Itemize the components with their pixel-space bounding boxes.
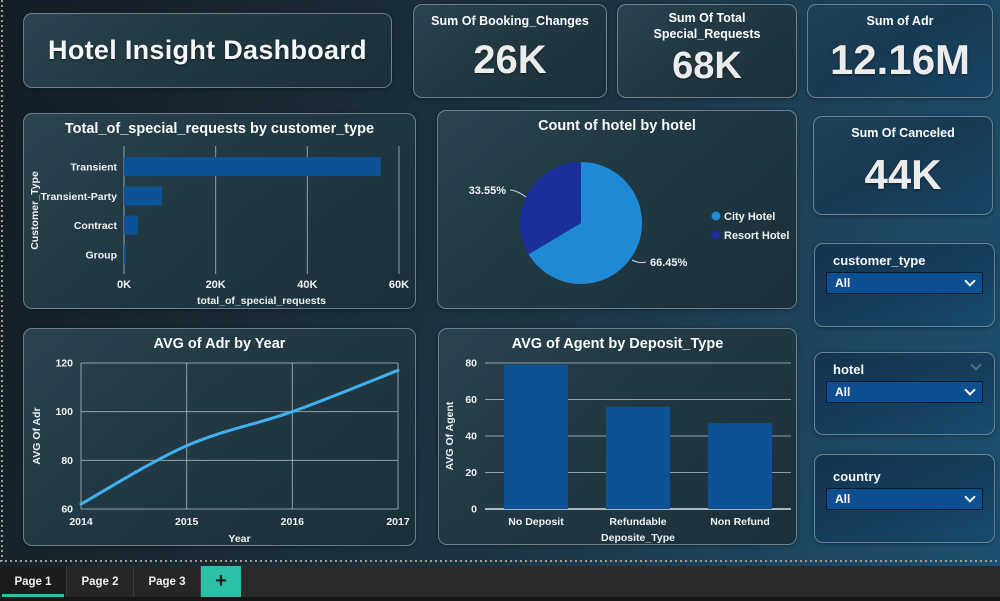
adr-line-chart-card[interactable]: AVG of Adr by Year 60 80 100 120 2014 2015 201… (23, 328, 416, 546)
chart-title: AVG of Agent by Deposit_Type (511, 336, 724, 352)
svg-text:Transient-Party: Transient-Party (41, 191, 118, 203)
bar-Non Refund[interactable] (708, 423, 772, 509)
slicer-label: hotel (833, 362, 865, 377)
adr-trend-line[interactable] (79, 368, 400, 506)
svg-text:2015: 2015 (175, 516, 199, 528)
svg-text:Transient: Transient (70, 162, 117, 174)
slicer-label: country (833, 469, 881, 484)
svg-text:20: 20 (465, 467, 477, 479)
dashboard-title: Hotel Insight Dashboard (48, 35, 367, 65)
svg-text:60K: 60K (389, 279, 409, 291)
kpi-card-special-requests[interactable]: Sum Of Total Special_Requests 68K (617, 4, 797, 98)
slicer-country[interactable]: country All (814, 454, 995, 543)
chart-title: Total_of_special_requests by customer_ty… (64, 121, 375, 137)
bar-Refundable[interactable] (606, 406, 670, 509)
adr-line-chart[interactable]: 60 80 100 120 2014 2015 2016 2017 Year AVG Of Adr (26, 357, 415, 546)
kpi-value: 68K (672, 45, 742, 88)
chart-title: AVG of Adr by Year (153, 336, 286, 352)
legend-dot-City Hotel (711, 211, 721, 221)
svg-text:Deposite_Type: Deposite_Type (601, 532, 675, 544)
kpi-label: Sum Of Total Special_Requests (653, 11, 761, 41)
svg-text:Year: Year (228, 533, 250, 545)
svg-text:60: 60 (465, 394, 477, 406)
svg-text:80: 80 (61, 455, 73, 467)
hotel-pie-chart-card[interactable]: Count of hotel by hotel 33.55% 66.45% City… (437, 110, 797, 309)
chevron-down-icon (964, 275, 976, 287)
slicer-label: customer_type (833, 253, 926, 268)
svg-text:33.55%: 33.55% (469, 185, 507, 197)
svg-text:20K: 20K (206, 279, 226, 291)
bar-No Deposit[interactable] (504, 364, 568, 509)
legend-label: Resort Hotel (724, 230, 789, 242)
svg-text:80: 80 (465, 358, 477, 370)
dropdown-value: All (835, 276, 851, 290)
svg-text:Customer_Type: Customer_Type (29, 171, 41, 250)
hotel-dropdown[interactable]: All (826, 381, 983, 403)
bar-Contract[interactable] (124, 215, 138, 235)
svg-text:Refundable: Refundable (609, 516, 666, 528)
svg-text:100: 100 (55, 406, 73, 418)
svg-text:40: 40 (465, 431, 477, 443)
bar-Group[interactable] (124, 244, 126, 264)
tab-page-2[interactable]: Page 2 (67, 566, 134, 597)
kpi-card-booking-changes[interactable]: Sum Of Booking_Changes 26K (413, 4, 607, 98)
svg-text:Group: Group (86, 249, 118, 261)
kpi-label: Sum of Adr (866, 14, 934, 28)
dropdown-value: All (835, 385, 851, 399)
svg-text:Non Refund: Non Refund (710, 516, 770, 528)
slicer-customer-type[interactable]: customer_type All (814, 243, 995, 327)
svg-text:total_of_special_requests: total_of_special_requests (197, 295, 326, 307)
svg-text:40K: 40K (297, 279, 317, 291)
kpi-card-sum-of-adr[interactable]: Sum of Adr 12.16M (807, 4, 993, 98)
kpi-value: 44K (864, 150, 942, 198)
legend-dot-Resort Hotel (711, 230, 721, 240)
agent-bar-chart[interactable]: 0 20 40 60 80 No Deposit Refundable Non Refund D… (441, 357, 796, 544)
kpi-value: 26K (473, 37, 547, 82)
svg-text:0K: 0K (117, 279, 131, 291)
svg-text:2016: 2016 (281, 516, 305, 528)
svg-text:2017: 2017 (386, 516, 410, 528)
title-card[interactable]: Hotel Insight Dashboard (23, 13, 392, 88)
svg-text:0: 0 (471, 504, 477, 516)
svg-text:Contract: Contract (74, 220, 118, 232)
chevron-down-icon (964, 384, 976, 396)
tab-bar-bottom-strip (0, 597, 1000, 601)
bar-Transient-Party[interactable] (124, 186, 163, 206)
legend-label: City Hotel (724, 211, 775, 223)
special-requests-bar-chart[interactable]: 0K 20K 40K 60K Transient Transient-Party Contr… (26, 142, 415, 308)
svg-text:60: 60 (61, 504, 73, 516)
dropdown-value: All (835, 492, 851, 506)
svg-text:AVG Of Agent: AVG Of Agent (444, 401, 456, 470)
kpi-label: Sum Of Canceled (851, 126, 955, 140)
customer-type-dropdown[interactable]: All (826, 272, 983, 294)
hotel-pie-chart[interactable]: 33.55% 66.45% City Hotel Resort Hotel (440, 139, 796, 308)
agent-bar-chart-card[interactable]: AVG of Agent by Deposit_Type 0 20 40 60 80 No… (438, 328, 797, 545)
add-page-button[interactable]: + (201, 566, 241, 597)
pie-slice-Resort Hotel[interactable] (520, 162, 581, 255)
special-requests-bar-chart-card[interactable]: Total_of_special_requests by customer_ty… (23, 113, 416, 309)
page-tab-bar: Page 1 Page 2 Page 3 + (0, 566, 1000, 597)
tab-page-3[interactable]: Page 3 (134, 566, 201, 597)
pie-slice-City Hotel[interactable] (528, 162, 643, 284)
bar-Transient[interactable] (124, 157, 381, 177)
svg-text:66.45%: 66.45% (650, 257, 688, 269)
svg-text:No Deposit: No Deposit (508, 516, 564, 528)
slicer-hotel[interactable]: hotel All (814, 352, 995, 435)
chevron-down-icon[interactable] (970, 359, 982, 371)
kpi-card-sum-of-canceled[interactable]: Sum Of Canceled 44K (813, 116, 993, 215)
svg-text:2014: 2014 (69, 516, 93, 528)
svg-text:120: 120 (55, 358, 73, 370)
chevron-down-icon (964, 491, 976, 503)
kpi-label: Sum Of Booking_Changes (431, 14, 589, 28)
chart-title: Count of hotel by hotel (538, 118, 696, 134)
canvas-selection-border-bottom (0, 560, 1000, 562)
svg-text:AVG Of Adr: AVG Of Adr (31, 407, 43, 464)
canvas-selection-border-left (1, 0, 3, 561)
tab-page-1[interactable]: Page 1 (0, 566, 67, 597)
kpi-value: 12.16M (829, 36, 971, 84)
country-dropdown[interactable]: All (826, 488, 983, 510)
